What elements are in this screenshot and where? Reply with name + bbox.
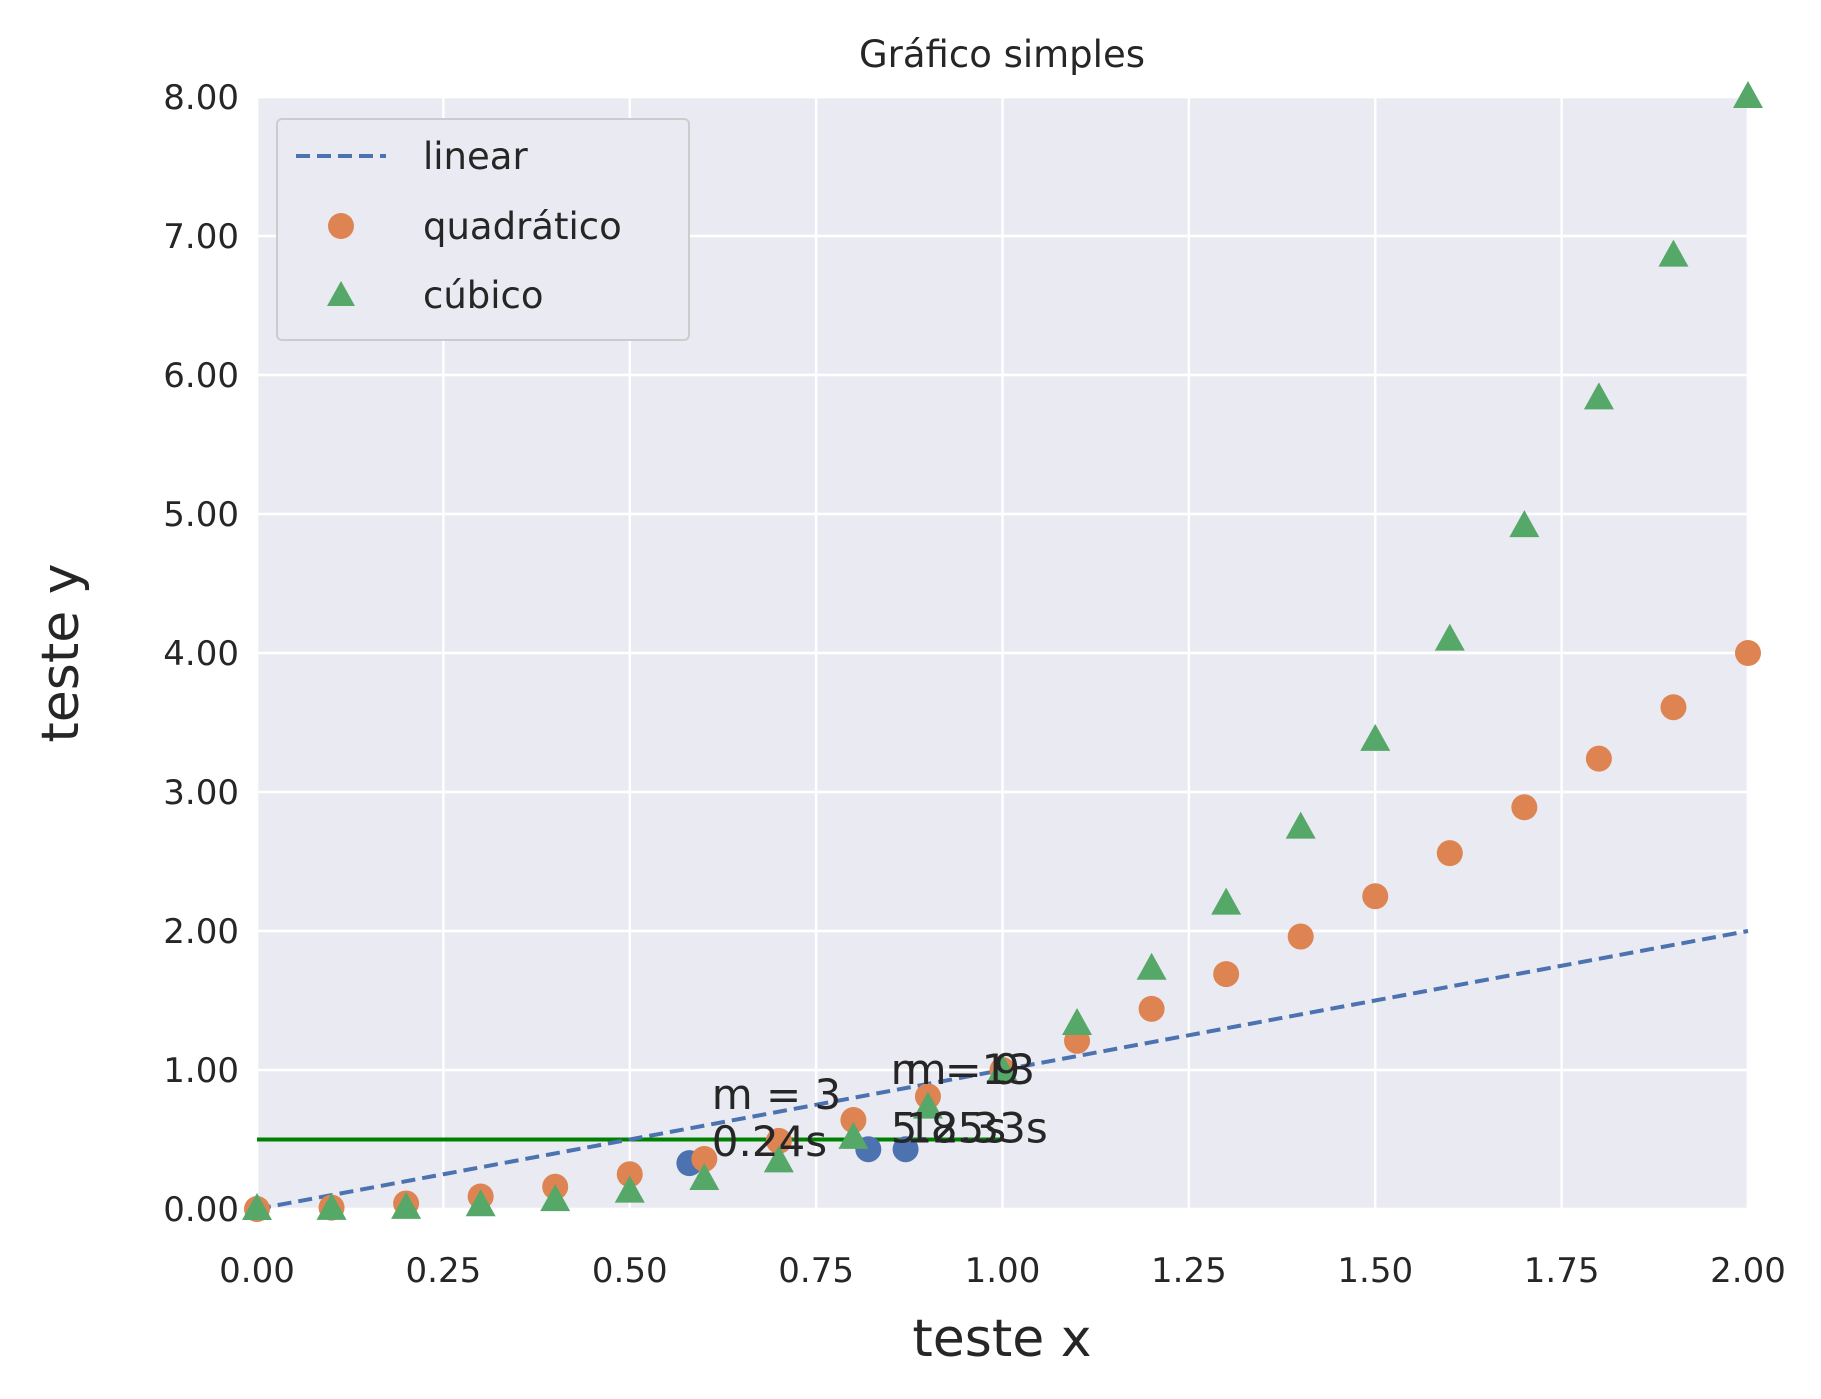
- series-cubic-point: [1285, 811, 1316, 839]
- y-tick-label: 1.00: [163, 1051, 239, 1091]
- series-cubic-point: [1583, 382, 1614, 410]
- series-quadratic-point: [840, 1107, 867, 1134]
- y-axis-title: teste y: [31, 563, 91, 742]
- x-tick-label: 0.00: [219, 1251, 295, 1291]
- series-quadratic-point: [1362, 883, 1389, 910]
- y-tick-label: 6.00: [163, 356, 239, 396]
- x-tick-label: 0.50: [592, 1251, 668, 1291]
- series-cubic-point: [1211, 887, 1242, 915]
- x-tick-label: 0.75: [778, 1251, 854, 1291]
- annotations-layer: m = 30.24s m = 9 5.85s m=13 12.33s: [712, 1045, 1048, 1166]
- series-cubic-point: [1509, 510, 1540, 538]
- legend-quadratic-marker: [328, 213, 354, 239]
- series-cubic-point: [1658, 239, 1689, 267]
- series-quadratic-point: [691, 1145, 718, 1172]
- annotation-text: 0.24s: [712, 1117, 827, 1166]
- legend-cubic-marker: [327, 281, 355, 306]
- annotation-text: m = 9: [891, 1045, 1021, 1094]
- x-tick-labels: 0.00 0.25 0.50 0.75 1.00 1.25 1.50 1.75 2.00: [219, 1251, 1786, 1291]
- series-quadratic-point: [1436, 840, 1463, 867]
- series-quadratic-point: [1511, 794, 1538, 821]
- series-quadratic-point: [1735, 640, 1761, 666]
- y-tick-label: 7.00: [163, 217, 239, 257]
- series-cubic-point: [1733, 81, 1763, 108]
- annotation-text: m=13: [906, 1045, 1036, 1094]
- y-tick-label: 8.00: [163, 78, 239, 118]
- y-tick-label: 5.00: [163, 495, 239, 535]
- series-cubic-point: [1360, 723, 1391, 751]
- x-tick-label: 2.00: [1710, 1251, 1786, 1291]
- series-quadratic-point: [1585, 745, 1612, 772]
- series-cubic-point: [1136, 952, 1167, 980]
- series-cubic-point: [614, 1175, 645, 1203]
- legend-linear-label: linear: [423, 135, 528, 178]
- series-cubic-point: [689, 1162, 720, 1190]
- series-cubic-point: [391, 1191, 422, 1219]
- y-tick-labels: 0.00 1.00 2.00 3.00 4.00 5.00 6.00 7.00 8.00: [163, 78, 239, 1230]
- series-quadratic-point: [1213, 961, 1240, 988]
- x-axis-title: teste x: [912, 1309, 1091, 1369]
- y-tick-label: 0.00: [163, 1190, 239, 1230]
- extra-point: [892, 1136, 919, 1163]
- x-tick-label: 1.50: [1337, 1251, 1413, 1291]
- series-cubic-point: [1434, 623, 1465, 651]
- x-tick-label: 1.00: [965, 1251, 1041, 1291]
- legend: linear quadrático cúbico: [276, 118, 690, 341]
- series-cubic-point: [242, 1193, 272, 1220]
- series-quadratic-point: [1138, 995, 1165, 1022]
- legend-quadratic-label: quadrático: [423, 205, 622, 248]
- y-tick-label: 4.00: [163, 634, 239, 674]
- x-tick-label: 0.25: [406, 1251, 482, 1291]
- annotation-text: m = 3: [712, 1070, 842, 1119]
- series-cubic-point: [1062, 1007, 1093, 1035]
- series-cubic-point: [987, 1054, 1018, 1081]
- series-cubic-point: [912, 1091, 943, 1119]
- annotation-text: 12.33s: [906, 1103, 1048, 1152]
- annotation-text: 5.85s: [891, 1103, 1006, 1152]
- series-quadratic-point: [1287, 923, 1314, 950]
- series-quadratic-point: [616, 1161, 643, 1188]
- series-cubic-point: [763, 1145, 794, 1173]
- y-tick-label: 3.00: [163, 773, 239, 813]
- series-cubic-point: [838, 1121, 869, 1149]
- legend-cubic-label: cúbico: [423, 274, 544, 317]
- series-quadratic-point: [1660, 694, 1687, 721]
- x-tick-label: 1.25: [1151, 1251, 1227, 1291]
- series-cubic-point: [540, 1184, 571, 1212]
- legend-box: [276, 118, 690, 341]
- series-cubic-point: [465, 1189, 496, 1217]
- series-layer: [242, 81, 1763, 1222]
- y-tick-label: 2.00: [163, 912, 239, 952]
- chart-title: Gráfico simples: [859, 33, 1145, 76]
- x-tick-label: 1.75: [1524, 1251, 1600, 1291]
- series-quadratic-point: [765, 1127, 792, 1154]
- series-cubic-point: [316, 1192, 347, 1220]
